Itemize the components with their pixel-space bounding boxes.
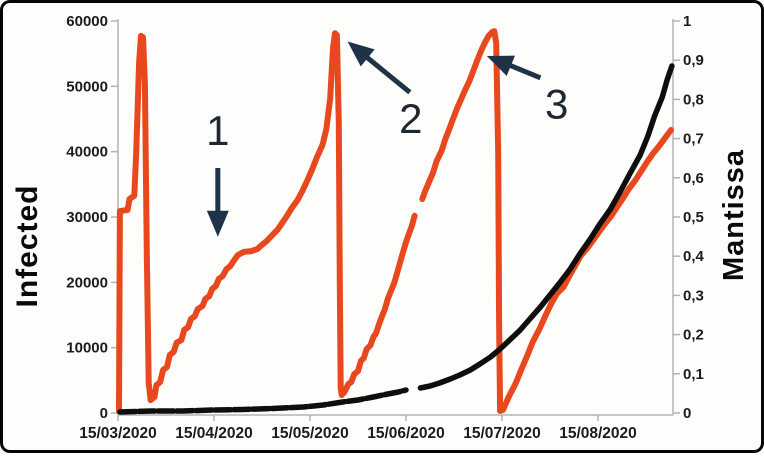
left-tick-label: 0 (100, 405, 108, 422)
right-tick-label: 0 (683, 405, 691, 422)
left-tick-label: 50000 (66, 78, 108, 95)
series-mantissa-segment (419, 28, 674, 414)
x-tick-label: 15/07/2020 (463, 425, 541, 442)
right-tick-label: 0,2 (683, 327, 704, 344)
annotation-arrow-3 (486, 55, 542, 81)
right-tick-label: 0,7 (683, 131, 704, 148)
x-tick-label: 15/04/2020 (175, 425, 253, 442)
left-tick-label: 30000 (66, 209, 108, 226)
right-tick-label: 0,3 (683, 287, 704, 304)
right-tick-label: 0,5 (683, 209, 704, 226)
series-infected-segment (117, 387, 409, 415)
x-tick-label: 15/06/2020 (367, 425, 445, 442)
left-tick-label: 60000 (66, 13, 108, 30)
left-tick-label: 10000 (66, 340, 108, 357)
series-mantissa-segment (116, 30, 418, 414)
annotation-label-3: 3 (545, 80, 568, 127)
left-tick-label: 20000 (66, 274, 108, 291)
annotation-arrow-2 (347, 41, 412, 95)
x-tick-label: 15/08/2020 (559, 425, 637, 442)
right-tick-label: 0,4 (683, 248, 705, 265)
right-tick-label: 0,1 (683, 366, 704, 383)
right-tick-label: 0,9 (683, 52, 704, 69)
right-tick-label: 1 (683, 13, 691, 30)
x-tick-label: 15/05/2020 (271, 425, 349, 442)
annotation-label-1: 1 (206, 107, 229, 154)
series-infected-segment (417, 63, 675, 391)
right-tick-label: 0,6 (683, 170, 704, 187)
annotation-label-2: 2 (399, 95, 422, 142)
chart-canvas: 60000 50000 40000 30000 20000 10000 0 1 0,9 0,8 0,… (66, 13, 705, 442)
left-tick-label: 40000 (66, 144, 108, 161)
x-tick-label: 15/03/2020 (79, 425, 157, 442)
right-tick-label: 0,8 (683, 91, 704, 108)
